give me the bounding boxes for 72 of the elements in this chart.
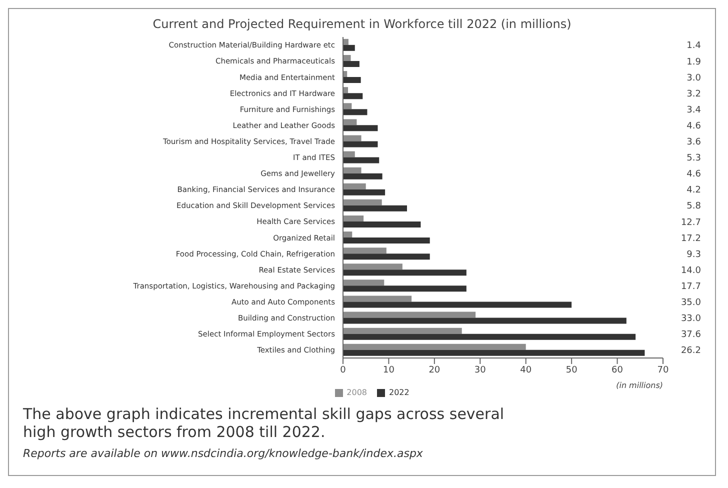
bar	[343, 157, 380, 164]
text: 33.0	[680, 314, 702, 324]
text: 17.7	[680, 282, 701, 292]
bar	[343, 254, 430, 260]
text: 3.0	[686, 73, 702, 84]
text: 26.2	[680, 346, 701, 356]
bar	[343, 77, 361, 84]
legend-label: 2008	[346, 388, 367, 397]
bar	[343, 221, 421, 228]
bar	[343, 248, 386, 254]
text: 1.9	[686, 57, 702, 68]
x-tick-label: 50	[566, 365, 578, 376]
text: 1.4	[686, 41, 702, 52]
bar	[343, 238, 430, 244]
chart-title: Current and Projected Requirement in Workforce till 2022 (in millions)	[152, 17, 572, 31]
bar	[343, 151, 355, 158]
bar	[343, 103, 352, 110]
x-tick-label: 0	[340, 365, 346, 376]
bar	[343, 44, 355, 51]
text: 12.7	[680, 218, 701, 228]
bar	[343, 344, 526, 350]
bar	[343, 270, 466, 276]
bar	[343, 183, 366, 190]
bar	[343, 318, 626, 324]
bar	[343, 334, 636, 340]
text: 35.0	[680, 298, 702, 308]
bar	[343, 328, 462, 334]
bar	[343, 109, 368, 116]
text: 5.8	[686, 202, 702, 212]
bar	[343, 312, 476, 318]
x-tick-label: 70	[657, 365, 669, 376]
bar	[343, 125, 378, 132]
bar	[343, 286, 466, 292]
bar	[343, 280, 384, 286]
text: 3.2	[686, 89, 701, 100]
text: 4.6	[686, 121, 702, 132]
text: The above graph indicates incremental skill gaps across several high growth sectors from 2008 till 2022.	[23, 405, 506, 441]
text: 37.6	[680, 330, 702, 340]
x-axis-title: (in millions)	[616, 381, 663, 390]
text: 3.6	[686, 138, 702, 148]
bar	[343, 167, 362, 174]
text: 4.6	[686, 170, 702, 180]
bar	[343, 135, 362, 142]
text: 5.3	[686, 154, 701, 164]
bar	[343, 215, 364, 222]
bar	[343, 232, 352, 238]
bar	[343, 199, 382, 206]
text: Reports are available on www.nsdcindia.org/knowledge-bank/index.aspx	[23, 447, 424, 460]
x-tick-label: 40	[520, 365, 532, 376]
x-tick-label: 10	[382, 365, 395, 376]
x-tick-label: 30	[474, 365, 486, 376]
bar	[343, 60, 360, 67]
bar	[343, 189, 386, 196]
bar	[343, 38, 348, 45]
bar	[343, 350, 645, 356]
x-tick-label: 60	[612, 365, 624, 376]
bar	[343, 141, 378, 148]
bar	[343, 93, 363, 100]
legend-label: 2022	[389, 388, 410, 397]
bar	[343, 296, 412, 302]
text: 9.3	[686, 250, 701, 260]
bar	[343, 173, 382, 180]
bar	[343, 54, 351, 61]
bar	[343, 205, 407, 212]
bar	[343, 302, 572, 308]
bar	[343, 264, 402, 270]
text: 4.2	[686, 186, 701, 196]
text: 14.0	[680, 266, 702, 276]
x-tick-label: 20	[428, 365, 440, 376]
text: 3.4	[686, 105, 702, 116]
bar	[343, 119, 357, 126]
text: 17.2	[680, 234, 701, 244]
